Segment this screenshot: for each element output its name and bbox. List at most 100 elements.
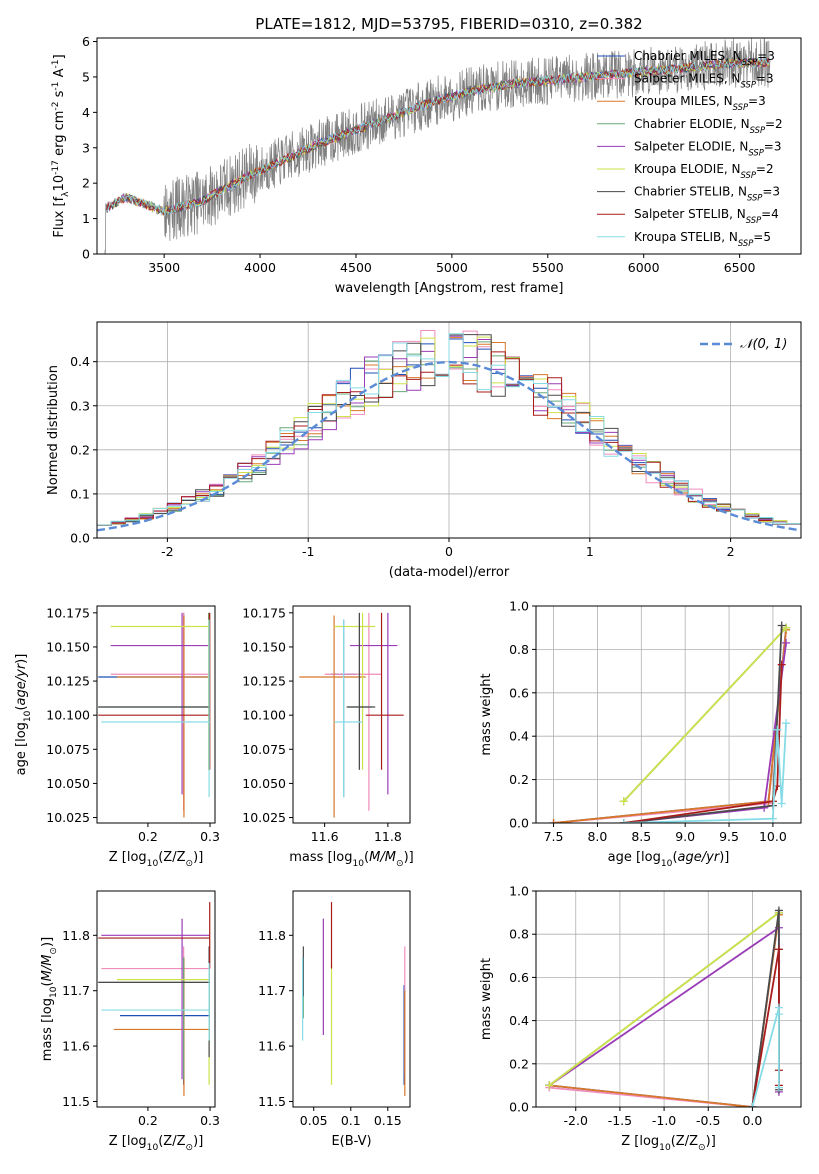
y-tick-label: 10.125 (242, 674, 286, 689)
y-tick-label: 10.100 (242, 708, 286, 723)
x-tick-label: 11.6 (311, 829, 339, 844)
x-tick-label: 0.1 (341, 1113, 361, 1128)
plot-age_vs_mass: 11.6 11.8 10.025 10.050 10.075 10.100 10.125 10… (242, 605, 413, 869)
weight-point-8-2 (773, 725, 782, 734)
legend-label-4: Salpeter ELODIE, NSSP=3 (634, 139, 782, 157)
weight-point-8-0 (748, 1103, 757, 1107)
y-tick-label: 0.0 (509, 816, 529, 831)
x-tick-label: 9.0 (675, 829, 695, 844)
x-tick-label: 0.3 (200, 1113, 220, 1128)
y-tick-label: 11.5 (62, 1094, 90, 1109)
plot-age_vs_Z: 0.2 0.3 10.025 10.050 10.075 10.100 10.125 10.1… (14, 605, 220, 869)
axes-frame (96, 37, 802, 255)
plot-residuals: 𝒩(0, 1) -2 -1 0 1 2 0.0 0.1 0.2 0.3 0.4 (data-model… (46, 321, 802, 580)
x-tick-label: -0.5 (696, 1113, 720, 1128)
x-tick-label: 11.8 (374, 829, 402, 844)
y-tick-label: 10.100 (46, 708, 90, 723)
y-tick-label: 0.4 (70, 354, 90, 369)
y-tick-label: 1.0 (509, 884, 529, 899)
plot-content (98, 902, 211, 1096)
y-tick-label: 10.175 (46, 605, 90, 620)
y-tick-label: 5 (82, 69, 90, 84)
y-tick-label: 4 (82, 105, 90, 120)
legend-label-5: Kroupa ELODIE, NSSP=2 (634, 162, 774, 180)
weight-line-5 (623, 627, 787, 802)
x-tick-label: -2.0 (564, 1113, 588, 1128)
weight-point-8-3 (777, 799, 786, 808)
y-tick-label: 10.125 (46, 674, 90, 689)
x-tick-label: 10.0 (759, 829, 787, 844)
residual-histogram-8 (97, 333, 801, 526)
x-tick-label: 4000 (244, 260, 276, 275)
weight-line-6 (623, 625, 783, 823)
y-tick-label: 6 (82, 34, 90, 49)
axes-frame (535, 605, 802, 824)
y-tick-label: 0.0 (70, 531, 90, 546)
plot-content (302, 902, 406, 1096)
weight-line-4 (623, 642, 787, 823)
figure-title: PLATE=1812, MJD=53795, FIBERID=0310, z=0… (255, 15, 642, 33)
plot-content (97, 330, 801, 532)
legend-label-3: Chabrier ELODIE, NSSP=2 (634, 117, 783, 135)
weight-line-7 (623, 664, 783, 823)
model-spectrum-7 (106, 57, 770, 216)
weight-point-4-2 (782, 638, 791, 647)
axes-frame (292, 605, 411, 824)
plot-mass_vs_Z: 0.2 0.3 11.5 11.6 11.7 11.8 Z [log10(Z/Z⊙)] mas… (40, 890, 220, 1153)
y-axis-label: mass weight (479, 673, 494, 755)
x-tick-label: 7.5 (544, 829, 564, 844)
legend-label-1: Salpeter MILES, NSSP=3 (634, 72, 774, 90)
model-spectrum-8 (106, 57, 770, 218)
y-tick-label: 10.075 (242, 742, 286, 757)
y-tick-label: 0.2 (509, 772, 529, 787)
weight-line-6 (751, 910, 780, 1107)
y-tick-label: 3 (82, 140, 90, 155)
weight-point-7-3 (777, 660, 786, 669)
weight-point-7-1 (774, 945, 783, 954)
axes-frame (96, 605, 216, 824)
plot-content (299, 612, 404, 818)
y-tick-label: 0.6 (509, 685, 529, 700)
y-axis-label: age [log10(age/yr)] (14, 654, 33, 776)
weight-point-8-0 (619, 819, 628, 823)
y-tick-label: 0.1 (70, 486, 90, 501)
y-tick-label: 1 (82, 211, 90, 226)
y-tick-label: 10.075 (46, 742, 90, 757)
x-axis-label: wavelength [Angstrom, rest frame] (335, 281, 564, 296)
x-axis-label: Z [log10(Z/Z⊙)] (109, 1134, 204, 1153)
plot-content (545, 906, 783, 1107)
legend-label-7: Salpeter STELIB, NSSP=4 (634, 207, 779, 225)
plot-mass_vs_ebv: 0.05 0.1 0.15 11.5 11.6 11.7 11.8 E(B-V) (258, 890, 411, 1149)
y-tick-label: 0.4 (509, 1013, 529, 1028)
y-tick-label: 10.150 (46, 639, 90, 654)
weight-point-5-1 (782, 623, 791, 632)
x-axis-label: (data-model)/error (389, 565, 510, 580)
spectrum-legend: Chabrier MILES, NSSP=3 Salpeter MILES, NS… (597, 49, 783, 248)
y-tick-label: 0.8 (509, 642, 529, 657)
x-tick-label: 9.5 (719, 829, 739, 844)
y-tick-label: 11.8 (258, 928, 286, 943)
weight-point-6-2 (777, 621, 786, 630)
x-tick-label: 0.3 (200, 829, 220, 844)
weight-line-1 (553, 629, 787, 823)
x-tick-label: 5500 (532, 260, 564, 275)
x-axis-label: mass [log10(M/M⊙)] (289, 850, 413, 869)
plot-mass_weight_vs_Z: -2.0 -1.5 -1.0 -0.5 0.0 0.0 0.2 0.4 0.6 0.8 1.0 Z [… (479, 884, 802, 1153)
y-tick-label: 11.7 (258, 983, 286, 998)
plot-mass_weight_vs_age: 7.5 8.0 8.5 9.0 9.5 10.0 0.0 0.2 0.4 0.6 0.8 1.0 age… (479, 599, 802, 869)
x-tick-label: 0.2 (138, 1113, 158, 1128)
weight-line-5 (548, 911, 780, 1087)
plot-spectrum: Chabrier MILES, NSSP=3 Salpeter MILES, NS… (51, 34, 802, 296)
weight-point-8-2 (774, 1083, 783, 1092)
x-tick-label: 4500 (340, 260, 372, 275)
x-tick-label: 0.0 (742, 1113, 762, 1128)
y-axis-label: mass weight (479, 958, 494, 1040)
y-axis-label: mass [log10(M/M⊙)] (40, 937, 59, 1061)
y-tick-label: 0.2 (70, 442, 90, 457)
y-axis-label: Normed distribution (46, 365, 61, 495)
legend-label-2: Kroupa MILES, NSSP=3 (634, 94, 766, 112)
x-tick-label: 8.5 (631, 829, 651, 844)
x-tick-label: 5000 (436, 260, 468, 275)
x-tick-label: 0.15 (374, 1113, 402, 1128)
x-tick-label: 0.05 (300, 1113, 328, 1128)
